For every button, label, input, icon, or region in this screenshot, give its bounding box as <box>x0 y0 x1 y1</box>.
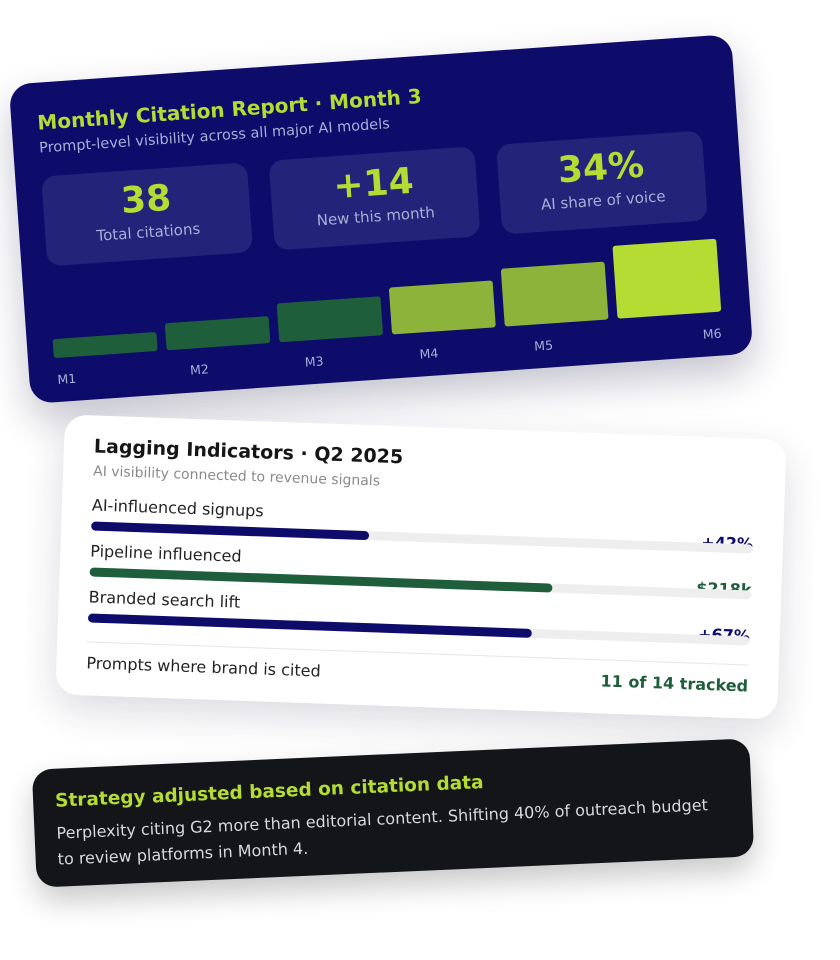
monthly-citations-chart: M1 M2 M3 M4 M5 M6 <box>9 34 731 387</box>
chart-bar <box>276 296 384 343</box>
strategy-note-card: Strategy adjusted based on citation data… <box>31 738 755 888</box>
stat-share-of-voice: 34% AI share of voice <box>496 130 708 235</box>
stat-total-citations: 38 Total citations <box>41 162 253 267</box>
metric-label: Branded search lift <box>88 587 241 612</box>
metric-label: Pipeline influenced <box>90 541 242 566</box>
citation-report-card: Monthly Citation Report · Month 3 Prompt… <box>8 34 754 404</box>
progress-fill <box>89 567 553 593</box>
chart-tick-label: M4 <box>418 345 439 362</box>
chart-tick-label: M2 <box>189 361 210 378</box>
chart-bar <box>612 238 722 319</box>
chart-bar-wrap <box>276 296 384 343</box>
progress-fill <box>87 613 532 638</box>
chart-bar-wrap <box>388 280 496 335</box>
progress-track <box>87 613 750 646</box>
chart-bar <box>388 280 496 335</box>
chart-bar <box>52 331 158 359</box>
chart-bar-wrap <box>164 315 271 351</box>
lagging-indicators-card: Lagging Indicators · Q2 2025 AI visibili… <box>55 414 787 720</box>
chart-tick-label: M5 <box>533 337 554 354</box>
prompts-cited-value: 11 of 14 tracked <box>600 671 749 696</box>
chart-bar-wrap <box>612 238 722 319</box>
chart-bar-wrap <box>500 261 609 327</box>
chart-tick-label: M3 <box>304 353 325 370</box>
prompts-cited-label: Prompts where brand is cited <box>86 653 321 681</box>
chart-tick-label: M1 <box>56 370 77 387</box>
chart-bar <box>500 261 609 327</box>
lagging-subtitle: AI visibility connected to revenue signa… <box>92 463 381 490</box>
metric-label: AI-influenced signups <box>91 495 265 521</box>
lagging-title: Lagging Indicators · Q2 2025 <box>93 435 404 469</box>
stat-new-this-month: +14 New this month <box>268 146 481 251</box>
chart-tick-label: M6 <box>702 325 723 342</box>
progress-fill <box>91 521 370 541</box>
chart-bar <box>164 315 271 351</box>
chart-bar-wrap <box>52 331 158 359</box>
